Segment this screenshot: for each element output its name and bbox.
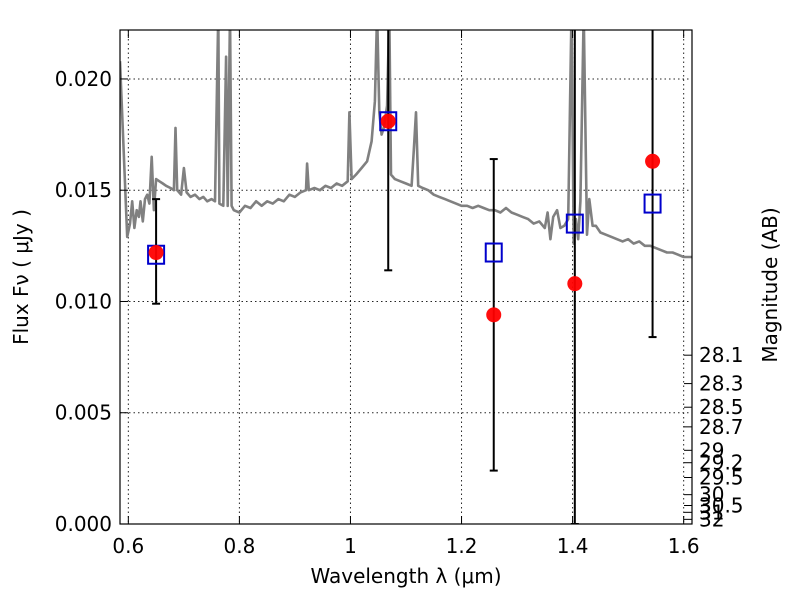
mag-tick-label: 29.2 — [699, 451, 744, 475]
model-point — [565, 213, 584, 234]
y-tick-label: 0.020 — [55, 67, 112, 91]
y-tick-label: 0.015 — [55, 178, 112, 202]
x-tick-label: 1.2 — [446, 534, 478, 558]
model-point — [379, 111, 398, 132]
y-axis-label: Flux Fν ( μJy ) — [9, 209, 33, 345]
right-y-axis-label: Magnitude (AB) — [758, 207, 782, 362]
model-point — [643, 193, 662, 214]
observed-point — [645, 153, 661, 169]
y-tick-label: 0.010 — [55, 289, 112, 313]
observed-point — [567, 276, 583, 292]
y-tick-label: 0.005 — [55, 401, 112, 425]
mag-tick-label: 31 — [699, 500, 724, 524]
mag-tick-label: 29 — [699, 438, 724, 462]
grid-layer — [120, 30, 692, 525]
mag-tick-label: 30.5 — [699, 493, 744, 517]
x-tick-label: 0.8 — [223, 534, 255, 558]
observed-point — [486, 307, 502, 323]
x-tick-label: 1 — [344, 534, 357, 558]
marker-layer — [147, 111, 662, 323]
mag-tick-label: 28.5 — [699, 395, 744, 419]
mag-tick-label: 30 — [699, 483, 724, 507]
model-point — [484, 242, 503, 263]
observed-point — [148, 245, 164, 261]
plot-frame — [119, 29, 693, 525]
x-axis-label: Wavelength λ (μm) — [310, 564, 501, 588]
tick-layer: 0.6 0.8 1 1.2 1.4 1.6 0.000 0.005 0.010 0.015 0.02… — [55, 30, 744, 558]
x-tick-label: 1.6 — [668, 534, 700, 558]
mag-tick-label: 29.5 — [699, 466, 744, 490]
mag-tick-label: 28.3 — [699, 372, 744, 396]
spectrum-layer — [120, 30, 692, 259]
mag-tick-label: 28.1 — [699, 343, 744, 367]
y-tick-label: 0.000 — [55, 512, 112, 536]
x-tick-label: 0.6 — [112, 534, 144, 558]
x-tick-label: 1.4 — [557, 534, 589, 558]
observed-point — [380, 113, 396, 129]
mag-tick-label: 32 — [699, 507, 724, 531]
spectrum-line — [120, 30, 692, 259]
mag-tick-label: 28.7 — [699, 415, 744, 439]
